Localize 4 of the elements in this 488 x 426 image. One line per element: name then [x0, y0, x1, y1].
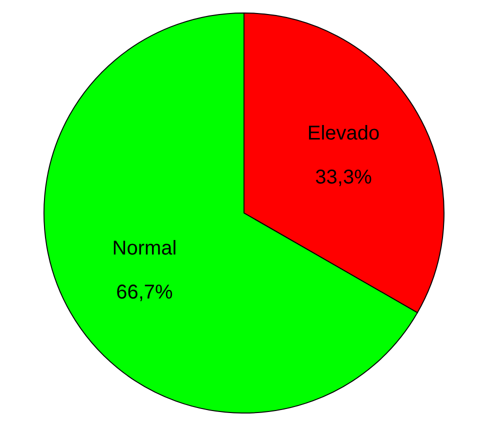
- data-label: 33,3%: [315, 166, 372, 188]
- slice-label: Elevado: [307, 122, 380, 144]
- data-label: 66,7%: [116, 282, 174, 304]
- slice-label: Normal: [112, 238, 177, 260]
